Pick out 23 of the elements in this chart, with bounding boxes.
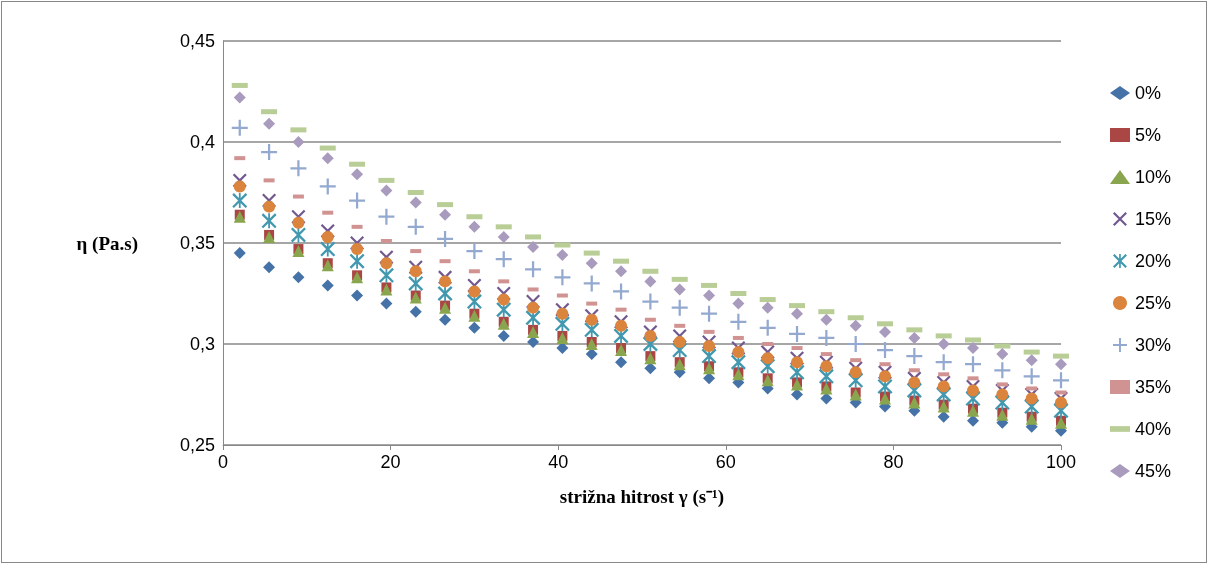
y-tick-label: 0,45 — [179, 31, 215, 51]
y-axis-title: η (Pa.s) — [76, 232, 138, 255]
x-tick-label: 100 — [1045, 452, 1077, 472]
y-tick-label: 0,3 — [189, 334, 215, 354]
y-tick-label: 0,35 — [179, 233, 215, 253]
y-tick-label: 0,25 — [179, 435, 215, 455]
x-tick-label: 80 — [883, 452, 904, 472]
legend-label: 5% — [1134, 125, 1161, 145]
legend-label: 0% — [1134, 83, 1161, 103]
y-tick-label: 0,4 — [189, 132, 215, 152]
legend-label: 10% — [1134, 167, 1171, 187]
legend-label: 45% — [1134, 461, 1171, 481]
legend-label: 40% — [1134, 419, 1171, 439]
x-axis-title: strižna hitrost γ (s⁻¹) — [559, 486, 725, 508]
legend-label: 15% — [1134, 209, 1171, 229]
legend-label: 20% — [1134, 251, 1171, 271]
x-tick-label: 0 — [217, 452, 229, 472]
x-tick-label: 20 — [380, 452, 401, 472]
legend-label: 35% — [1134, 377, 1171, 397]
x-tick-label: 40 — [548, 452, 569, 472]
x-tick-label: 60 — [715, 452, 736, 472]
legend-label: 30% — [1134, 335, 1171, 355]
legend-label: 25% — [1134, 293, 1171, 313]
